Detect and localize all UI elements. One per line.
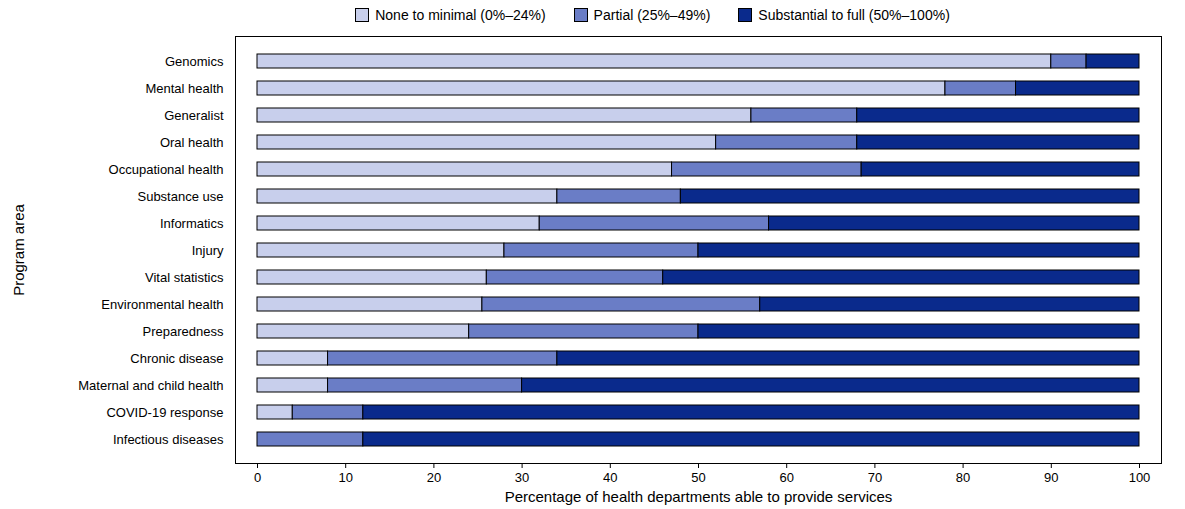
svg-text:Preparedness: Preparedness [143,324,224,339]
svg-text:60: 60 [779,470,793,485]
svg-text:Infectious diseases: Infectious diseases [113,432,224,447]
svg-text:40: 40 [603,470,617,485]
svg-text:Occupational health: Occupational health [109,162,224,177]
svg-text:Substance use: Substance use [137,189,223,204]
svg-text:Chronic disease: Chronic disease [130,351,223,366]
html-text:Substantial to full (50%–100%): Substantial to full (50%–100%) [758,7,950,23]
svg-text:Mental health: Mental health [145,81,223,96]
svg-text:10: 10 [338,470,352,485]
svg-text:50: 50 [691,470,705,485]
svg-text:100: 100 [1129,470,1151,485]
svg-text:Genomics: Genomics [165,54,224,69]
svg-text:80: 80 [956,470,970,485]
svg-text:Informatics: Informatics [160,216,224,231]
html-text:Partial (25%–49%): Partial (25%–49%) [593,7,711,23]
html-text:None to minimal (0%–24%): None to minimal (0%–24%) [375,7,546,23]
svg-text:Environmental health: Environmental health [101,297,223,312]
svg-text:Vital statistics: Vital statistics [145,270,224,285]
svg-text:Percentage of health departmen: Percentage of health departments able to… [505,488,893,505]
svg-text:0: 0 [254,470,261,485]
svg-text:30: 30 [515,470,529,485]
svg-text:Program area: Program area [10,203,27,295]
svg-text:70: 70 [868,470,882,485]
svg-text:Injury: Injury [192,243,224,258]
svg-text:COVID-19 response: COVID-19 response [106,405,223,420]
svg-text:20: 20 [427,470,441,485]
svg-text:Maternal and child health: Maternal and child health [78,378,223,393]
svg-text:90: 90 [1044,470,1058,485]
svg-text:Oral health: Oral health [160,135,224,150]
svg-text:Generalist: Generalist [164,108,224,123]
